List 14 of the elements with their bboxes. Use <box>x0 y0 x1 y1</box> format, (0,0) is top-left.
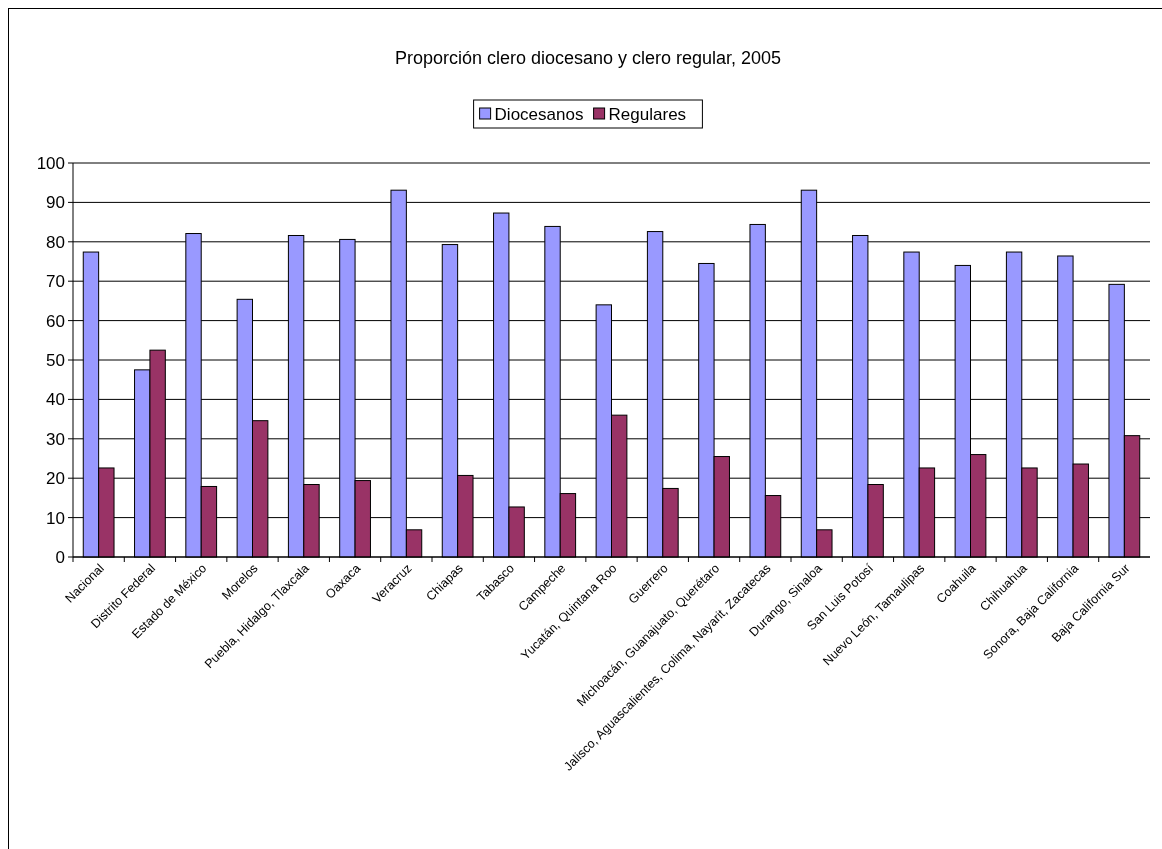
legend-label: Diocesanos <box>494 104 584 124</box>
y-tick-label: 0 <box>55 547 65 567</box>
y-tick-label: 80 <box>46 232 65 252</box>
y-tick-label: 60 <box>46 311 65 331</box>
y-tick-label: 20 <box>46 469 65 489</box>
y-tick-label: 90 <box>46 193 65 213</box>
y-tick-label: 30 <box>46 429 65 449</box>
legend-label: Regulares <box>608 104 687 124</box>
chart-title: Proporción clero diocesano y clero regular, 2005 <box>394 48 782 68</box>
y-tick-label: 40 <box>46 390 65 410</box>
y-tick-label: 10 <box>46 508 65 528</box>
y-tick-label: 70 <box>46 272 65 292</box>
y-tick-label: 50 <box>46 350 65 370</box>
y-tick-label: 100 <box>36 153 65 173</box>
